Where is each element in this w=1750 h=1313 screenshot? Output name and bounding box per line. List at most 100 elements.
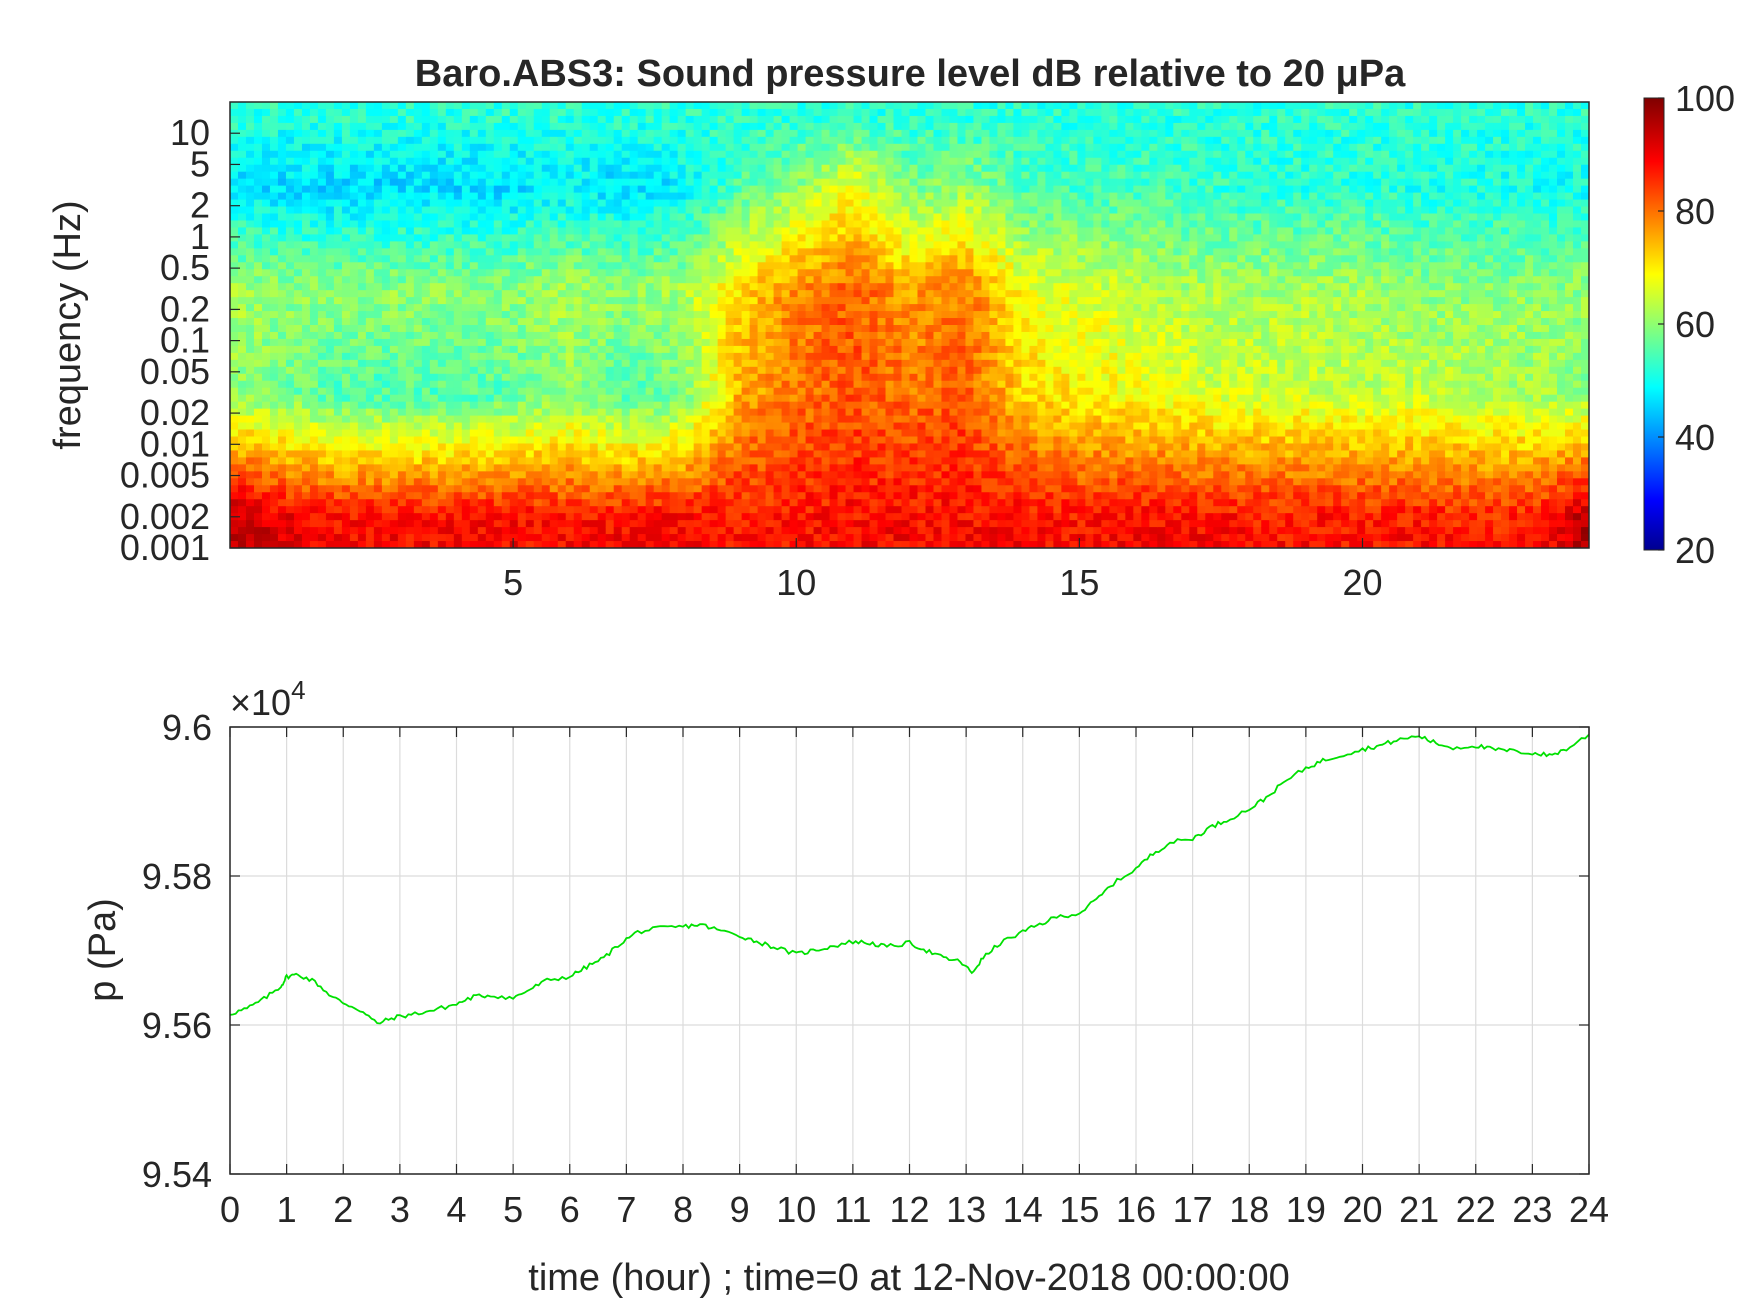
heatmap-cell	[613, 157, 623, 166]
heatmap-cell	[317, 520, 327, 528]
heatmap-cell	[741, 283, 751, 291]
heatmap-cell	[317, 513, 327, 521]
heatmap-cell	[669, 394, 679, 403]
heatmap-cell	[445, 269, 455, 277]
heatmap-cell	[389, 129, 399, 138]
heatmap-cell	[621, 325, 631, 333]
heatmap-cell	[613, 478, 623, 486]
heatmap-cell	[773, 422, 783, 431]
heatmap-cell	[525, 366, 535, 375]
heatmap-cell	[565, 408, 575, 417]
heatmap-cell	[293, 115, 303, 124]
heatmap-cell	[781, 241, 791, 249]
heatmap-cell	[557, 331, 567, 340]
heatmap-cell	[781, 178, 791, 187]
heatmap-cell	[365, 520, 375, 528]
heatmap-cell	[781, 478, 791, 486]
heatmap-cell	[661, 199, 671, 208]
heatmap-cell	[485, 492, 495, 500]
heatmap-cell	[781, 199, 791, 208]
heatmap-cell	[677, 401, 687, 410]
heatmap-cell	[709, 401, 719, 410]
heatmap-cell	[541, 394, 551, 403]
heatmap-cell	[261, 276, 271, 284]
heatmap-cell	[389, 318, 399, 326]
heatmap-cell	[621, 471, 631, 479]
heatmap-cell	[653, 513, 663, 521]
heatmap-cell	[333, 429, 343, 438]
heatmap-cell	[573, 143, 583, 152]
heatmap-cell	[485, 150, 495, 159]
heatmap-cell	[517, 276, 527, 284]
heatmap-cell	[493, 373, 503, 382]
heatmap-cell	[829, 331, 839, 340]
heatmap-cell	[293, 492, 303, 500]
heatmap-cell	[645, 269, 655, 277]
heatmap-cell	[341, 422, 351, 431]
heatmap-cell	[373, 311, 383, 319]
heatmap-cell	[829, 352, 839, 361]
heatmap-cell	[637, 283, 647, 291]
heatmap-cell	[725, 122, 735, 131]
heatmap-cell	[773, 352, 783, 361]
heatmap-cell	[797, 443, 807, 452]
heatmap-cell	[677, 534, 687, 542]
heatmap-cell	[285, 227, 295, 236]
heatmap-cell	[829, 443, 839, 452]
heatmap-cell	[757, 429, 767, 438]
heatmap-cell	[413, 408, 423, 417]
heatmap-cell	[653, 136, 663, 145]
heatmap-cell	[581, 380, 591, 389]
heatmap-cell	[557, 297, 567, 305]
heatmap-cell	[557, 506, 567, 514]
heatmap-cell	[253, 359, 263, 368]
heatmap-cell	[557, 450, 567, 459]
heatmap-cell	[461, 171, 471, 180]
heatmap-cell	[709, 178, 719, 187]
heatmap-cell	[661, 325, 671, 333]
heatmap-cell	[589, 290, 599, 298]
heatmap-cell	[669, 338, 679, 347]
heatmap-cell	[629, 485, 639, 493]
heatmap-cell	[230, 478, 239, 486]
heatmap-cell	[245, 297, 255, 305]
heatmap-cell	[637, 415, 647, 424]
heatmap-cell	[837, 373, 847, 382]
heatmap-cell	[709, 450, 719, 459]
heatmap-cell	[829, 262, 839, 270]
heatmap-cell	[589, 192, 599, 201]
heatmap-cell	[581, 241, 591, 249]
heatmap-cell	[485, 436, 495, 445]
heatmap-cell	[661, 115, 671, 124]
heatmap-cell	[230, 436, 239, 445]
heatmap-cell	[541, 422, 551, 431]
heatmap-cell	[789, 429, 799, 438]
heatmap-cell	[589, 401, 599, 410]
heatmap-cell	[509, 192, 519, 201]
heatmap-cell	[621, 102, 631, 110]
heatmap-cell	[813, 387, 823, 396]
heatmap-cell	[685, 241, 695, 249]
heatmap-cell	[365, 359, 375, 368]
heatmap-cell	[741, 276, 751, 284]
heatmap-cell	[261, 143, 271, 152]
heatmap-cell	[629, 443, 639, 452]
heatmap-cell	[781, 366, 791, 375]
heatmap-cell	[549, 485, 559, 493]
heatmap-cell	[797, 338, 807, 347]
heatmap-cell	[781, 136, 791, 145]
heatmap-cell	[357, 373, 367, 382]
heatmap-cell	[349, 227, 359, 236]
heatmap-cell	[701, 457, 711, 465]
heatmap-cell	[669, 269, 679, 277]
heatmap-cell	[293, 192, 303, 201]
heatmap-cell	[565, 429, 575, 438]
heatmap-cell	[637, 331, 647, 340]
heatmap-cell	[341, 464, 351, 472]
heatmap-cell	[389, 269, 399, 277]
heatmap-cell	[253, 401, 263, 410]
heatmap-cell	[325, 241, 335, 249]
heatmap-cell	[453, 269, 463, 277]
heatmap-cell	[765, 115, 775, 124]
heatmap-cell	[325, 513, 335, 521]
